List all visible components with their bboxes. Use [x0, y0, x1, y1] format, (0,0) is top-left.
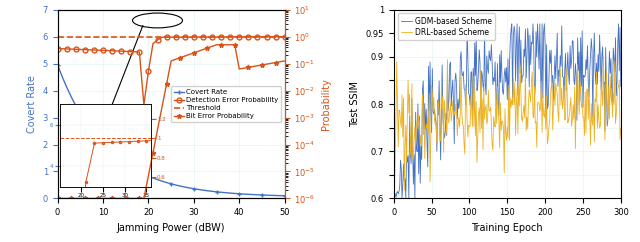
Legend: GDM-based Scheme, DRL-based Scheme: GDM-based Scheme, DRL-based Scheme [397, 14, 495, 40]
Bit Error Probability [222, 43, 230, 46]
DRL-based Scheme [525, 88, 533, 91]
DRL-based Scheme [392, 150, 399, 153]
Y-axis label: Probability: Probability [321, 78, 331, 130]
GDM-based Scheme [526, 34, 534, 37]
Detection Error Probability [276, 35, 284, 38]
GDM-based Scheme [597, 88, 605, 91]
GDM-based Scheme [617, 85, 625, 88]
DRL-based Scheme [600, 55, 607, 58]
Y-axis label: Covert Rate: Covert Rate [27, 75, 37, 133]
Line: Bit Error Probability: Bit Error Probability [55, 42, 287, 201]
Bit Error Probability [127, 197, 134, 200]
Covert Rate [122, 162, 129, 165]
Bit Error Probability [104, 197, 111, 200]
Threshold [58, 35, 66, 38]
Covert Rate [276, 194, 284, 197]
Line: Covert Rate: Covert Rate [55, 62, 287, 198]
GDM-based Scheme [531, 98, 538, 100]
Bit Error Probability [122, 197, 129, 200]
Covert Rate [281, 194, 289, 197]
Detection Error Probability [140, 103, 148, 106]
DRL-based Scheme [529, 115, 537, 118]
Bit Error Probability [212, 43, 220, 46]
GDM-based Scheme [583, 68, 591, 71]
Line: GDM-based Scheme: GDM-based Scheme [394, 24, 621, 198]
Detection Error Probability [122, 50, 129, 53]
Detection Error Probability [272, 35, 280, 38]
Bit Error Probability [54, 197, 61, 200]
Detection Error Probability [104, 49, 111, 52]
DRL-based Scheme [390, 192, 398, 195]
Covert Rate [54, 63, 61, 66]
DRL-based Scheme [617, 127, 625, 129]
Bit Error Probability [204, 46, 211, 49]
Covert Rate [217, 191, 225, 194]
Detection Error Probability [281, 35, 289, 38]
Line: DRL-based Scheme: DRL-based Scheme [394, 57, 621, 194]
Y-axis label: Test SSIM: Test SSIM [350, 81, 360, 127]
DRL-based Scheme [596, 127, 604, 129]
Covert Rate [204, 189, 211, 192]
Bit Error Probability [276, 60, 284, 63]
Bit Error Probability [281, 60, 289, 62]
X-axis label: Jamming Power (dBW): Jamming Power (dBW) [117, 223, 225, 233]
DRL-based Scheme [525, 102, 532, 105]
Detection Error Probability [54, 47, 61, 50]
GDM-based Scheme [508, 23, 516, 25]
Detection Error Probability [222, 36, 230, 38]
Legend: Covert Rate, Detection Error Probability, Threshold, Bit Error Probability: Covert Rate, Detection Error Probability… [171, 86, 281, 122]
Detection Error Probability [208, 36, 216, 38]
Covert Rate [127, 165, 134, 168]
GDM-based Scheme [527, 63, 534, 66]
DRL-based Scheme [581, 91, 589, 93]
GDM-based Scheme [402, 197, 410, 200]
Detection Error Probability [127, 50, 134, 53]
GDM-based Scheme [390, 192, 398, 195]
Line: Detection Error Probability: Detection Error Probability [55, 34, 287, 107]
GDM-based Scheme [392, 192, 399, 195]
Covert Rate [104, 148, 111, 151]
Threshold [54, 35, 61, 38]
X-axis label: Training Epoch: Training Epoch [472, 223, 543, 233]
